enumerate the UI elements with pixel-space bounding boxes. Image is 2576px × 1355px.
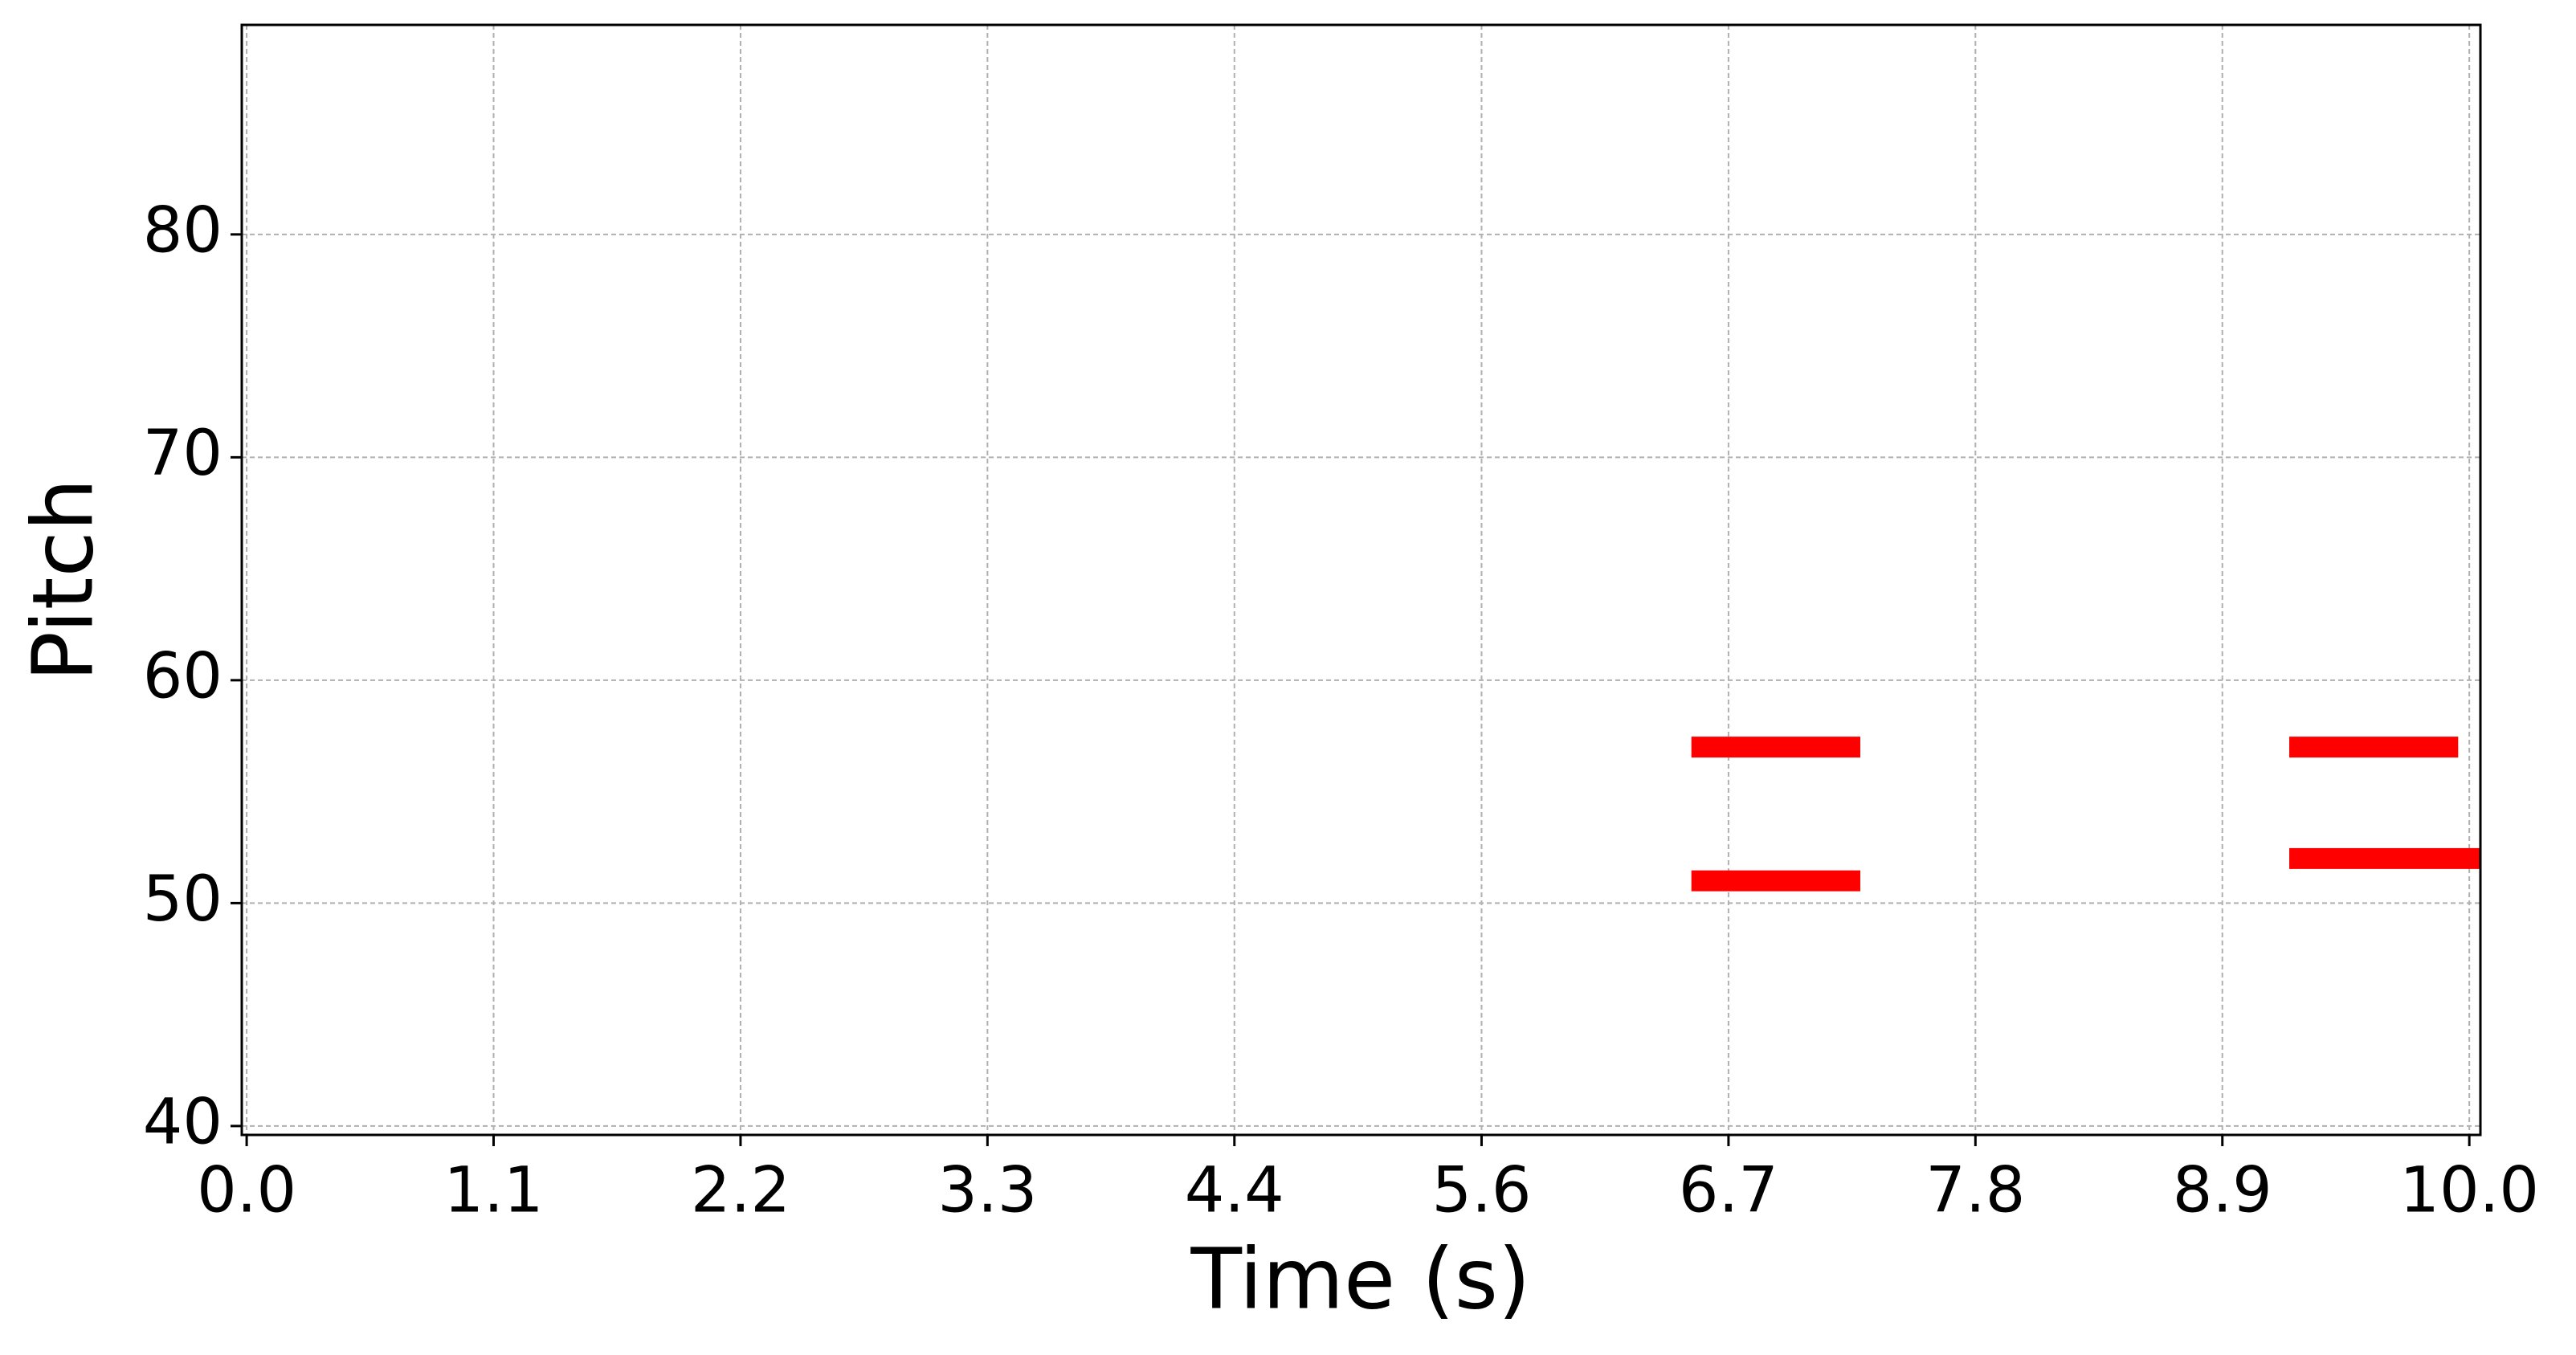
x-tick-label: 0.0 xyxy=(197,1154,296,1226)
y-tick-label: 80 xyxy=(143,194,222,267)
x-tick-label: 10.0 xyxy=(2399,1154,2539,1226)
x-axis-label: Time (s) xyxy=(1190,1230,1531,1328)
plot-area xyxy=(1691,737,2480,892)
note xyxy=(1691,737,1860,758)
y-tick-label: 50 xyxy=(143,863,222,936)
x-tick-label: 8.9 xyxy=(2173,1154,2272,1226)
y-tick-label: 40 xyxy=(143,1086,222,1158)
y-axis-label: Pitch xyxy=(14,478,112,681)
note xyxy=(2289,737,2459,758)
x-tick-label: 3.3 xyxy=(937,1154,1037,1226)
x-tick-label: 4.4 xyxy=(1185,1154,1284,1226)
grid xyxy=(242,25,2480,1135)
x-tick-label: 6.7 xyxy=(1679,1154,1778,1226)
note xyxy=(2289,847,2480,869)
x-tick-label: 1.1 xyxy=(443,1154,543,1226)
y-tick-label: 70 xyxy=(143,418,222,490)
x-tick-label: 5.6 xyxy=(1431,1154,1531,1226)
note xyxy=(1691,870,1860,892)
y-tick-label: 60 xyxy=(143,640,222,712)
axes-frame xyxy=(240,23,2482,1137)
x-tick-label: 7.8 xyxy=(1925,1154,2025,1226)
x-tick-label: 2.2 xyxy=(691,1154,790,1226)
